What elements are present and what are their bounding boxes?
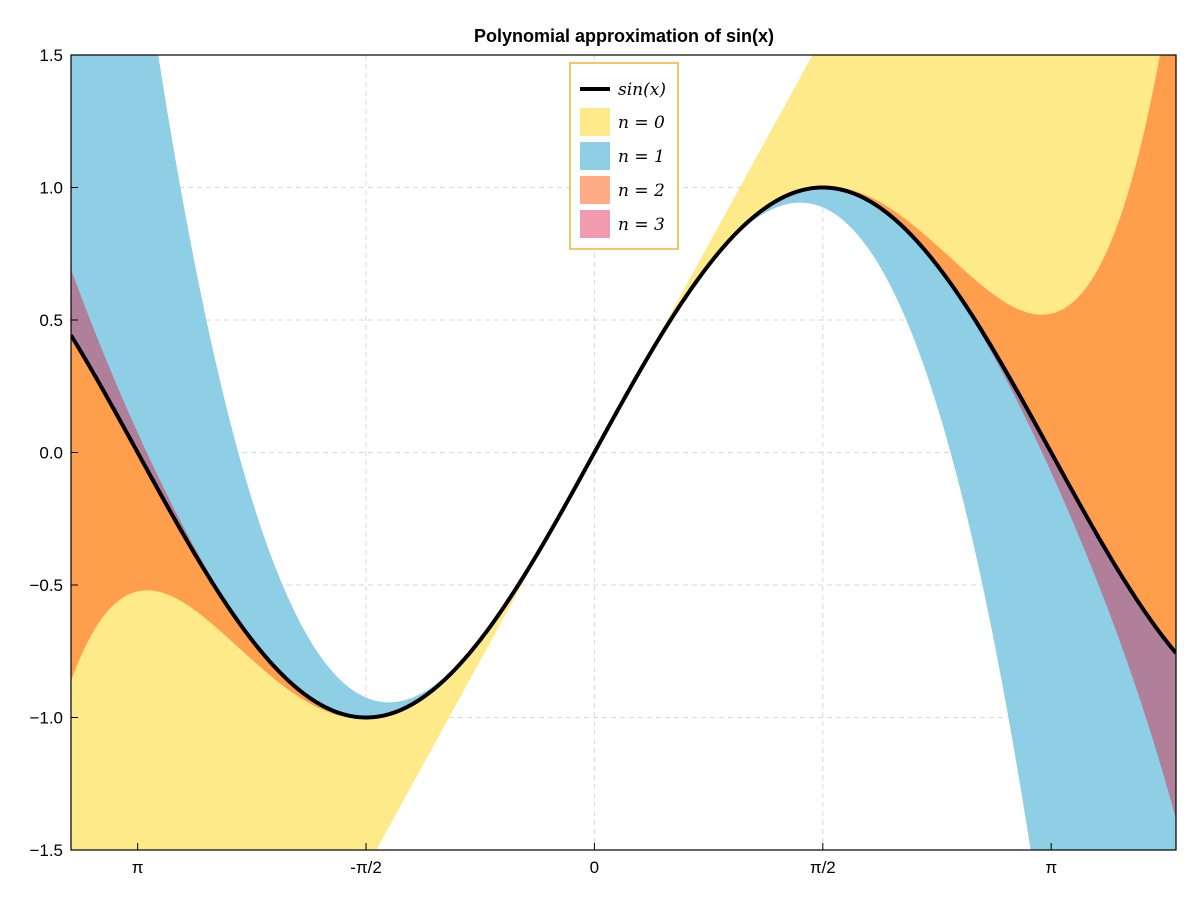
band-n0 [71, 55, 1176, 850]
y-tick-label-1: −1.0 [29, 709, 63, 728]
x-tick-label-1: -π/2 [350, 858, 382, 877]
legend-swatch-n2 [580, 176, 610, 204]
legend-label-n2: n = 2 [618, 181, 665, 201]
x-tick-label-0: π [132, 858, 144, 877]
legend: sin(x) n = 0 n = 1 n = 2 n = 3 [569, 62, 679, 250]
band-n2 [71, 55, 1176, 719]
legend-label-sin: sin(x) [618, 80, 666, 100]
x-tick-label-2: 0 [590, 858, 599, 877]
y-tick-label-0: −1.5 [29, 841, 63, 860]
axis-ticks: π -π/2 0 π/2 π −1.5 −1.0 −0.5 0.0 0.5 1.0 1.5 [29, 46, 1057, 877]
legend-swatch-n1 [580, 142, 610, 170]
y-tick-label-5: 1.0 [39, 179, 63, 198]
y-tick-label-3: 0.0 [39, 444, 63, 463]
legend-label-n1: n = 1 [618, 147, 665, 167]
sin-curve [71, 185, 1176, 720]
y-tick-label-6: 1.5 [39, 46, 63, 65]
approximation-bands [71, 55, 1176, 850]
legend-label-n3: n = 3 [618, 215, 665, 235]
legend-swatch-n3 [580, 210, 610, 238]
y-tick-label-4: 0.5 [39, 311, 63, 330]
legend-label-n0: n = 0 [618, 113, 665, 133]
band-n1 [71, 55, 1176, 850]
legend-swatch-n0 [580, 108, 610, 136]
chart-title: Polynomial approximation of sin(x) [474, 26, 774, 46]
x-tick-label-3: π/2 [810, 858, 836, 877]
y-tick-label-2: −0.5 [29, 576, 63, 595]
x-tick-label-4: π [1045, 858, 1057, 877]
